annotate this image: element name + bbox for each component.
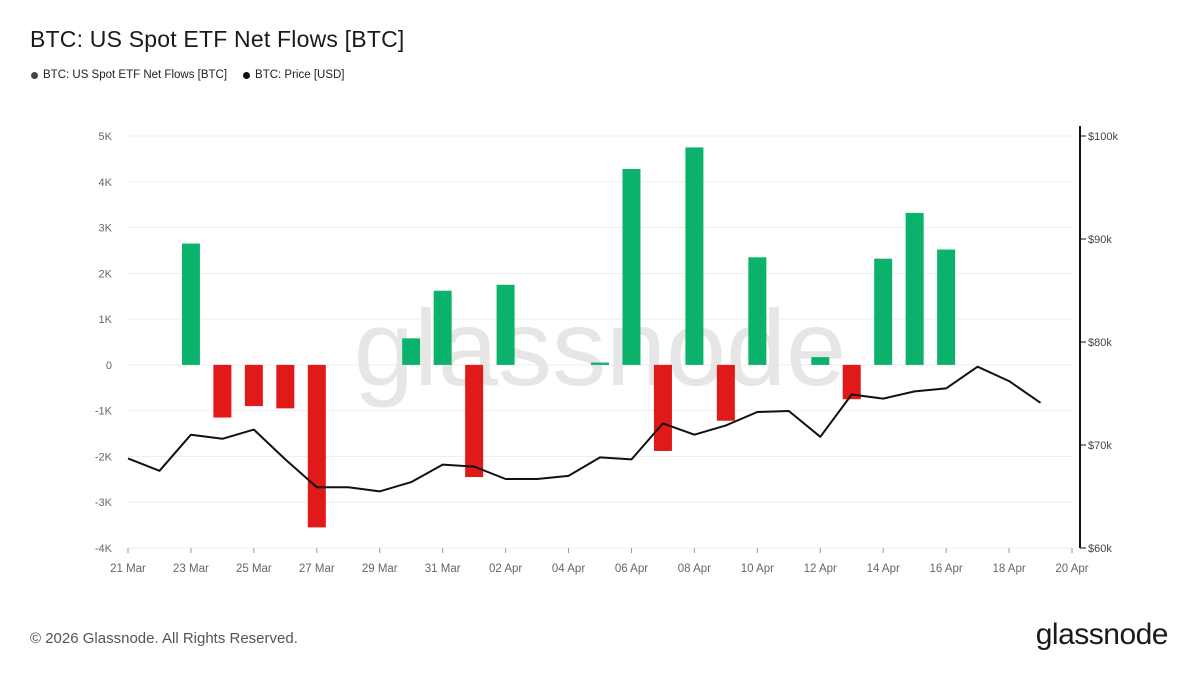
right-axis: $60k $70k $80k $90k $100k bbox=[1079, 126, 1118, 555]
x-tick-label: 27 Mar bbox=[299, 563, 335, 575]
x-tick-label: 23 Mar bbox=[173, 563, 209, 575]
flow-bar bbox=[276, 364, 295, 409]
right-tick-label: $80k bbox=[1088, 337, 1112, 349]
flow-bar bbox=[465, 364, 484, 478]
legend: BTC: US Spot ETF Net Flows [BTC] BTC: Pr… bbox=[31, 69, 345, 81]
flow-bar bbox=[905, 212, 924, 365]
legend-item-flows[interactable]: BTC: US Spot ETF Net Flows [BTC] bbox=[31, 69, 227, 81]
flow-bar bbox=[622, 168, 641, 365]
x-tick-label: 21 Mar bbox=[110, 563, 146, 575]
legend-label-flows: BTC: US Spot ETF Net Flows [BTC] bbox=[43, 69, 228, 81]
x-tick-label: 10 Apr bbox=[741, 563, 774, 575]
flow-bar bbox=[433, 290, 452, 365]
y-tick-label: 3K bbox=[99, 223, 113, 235]
y-tick-label: 5K bbox=[99, 131, 113, 143]
right-tick-label: $70k bbox=[1088, 440, 1112, 452]
x-tick-label: 04 Apr bbox=[552, 563, 585, 575]
flow-bar bbox=[748, 257, 767, 365]
x-tick-label: 14 Apr bbox=[867, 563, 900, 575]
x-tick-label: 29 Mar bbox=[362, 563, 398, 575]
x-tick-label: 16 Apr bbox=[930, 563, 963, 575]
y-tick-label: -1K bbox=[95, 406, 113, 418]
x-tick-label: 31 Mar bbox=[425, 563, 461, 575]
x-tick-label: 08 Apr bbox=[678, 563, 711, 575]
legend-dot-price bbox=[243, 71, 251, 79]
right-tick-label: $90k bbox=[1088, 234, 1112, 246]
y-tick-label: 4K bbox=[99, 177, 113, 189]
flow-bar bbox=[496, 284, 515, 365]
x-tick-label: 06 Apr bbox=[615, 563, 648, 575]
y-tick-label: -4K bbox=[95, 543, 113, 555]
flow-bar bbox=[307, 364, 326, 528]
flow-bar bbox=[244, 364, 263, 407]
x-tick-label: 20 Apr bbox=[1055, 563, 1088, 575]
flow-bars bbox=[181, 147, 956, 528]
flow-bar bbox=[653, 364, 672, 451]
price-line-group bbox=[127, 365, 1042, 493]
y-tick-label: 1K bbox=[99, 314, 113, 326]
legend-label-price: BTC: Price [USD] bbox=[255, 69, 345, 81]
x-tick-label: 25 Mar bbox=[236, 563, 272, 575]
price-line bbox=[127, 365, 1042, 493]
legend-item-price[interactable]: BTC: Price [USD] bbox=[243, 69, 345, 81]
chart-title: BTC: US Spot ETF Net Flows [BTC] bbox=[30, 26, 405, 52]
flow-bar bbox=[181, 243, 200, 365]
y-tick-label: 0 bbox=[106, 360, 112, 372]
x-tick-label: 18 Apr bbox=[992, 563, 1025, 575]
x-axis-labels: 21 Mar 23 Mar 25 Mar 27 Mar 29 Mar 31 Mar 02 A… bbox=[110, 548, 1089, 575]
chart-area: glassnode -4K -3K -2K -1K 0 1K 2K 3K 4K 5K $60k $7… bbox=[95, 126, 1118, 575]
watermark: glassnode bbox=[354, 287, 846, 408]
x-tick-label: 02 Apr bbox=[489, 563, 522, 575]
flow-bar bbox=[685, 147, 704, 365]
left-axis-labels: -4K -3K -2K -1K 0 1K 2K 3K 4K 5K bbox=[95, 131, 113, 555]
y-tick-label: -3K bbox=[95, 497, 113, 509]
right-tick-label: $60k bbox=[1088, 543, 1112, 555]
x-tick-label: 12 Apr bbox=[804, 563, 837, 575]
flow-bar bbox=[716, 364, 735, 421]
y-tick-label: -2K bbox=[95, 451, 113, 463]
flow-bar bbox=[874, 258, 893, 365]
flow-bar bbox=[937, 249, 956, 365]
right-tick-label: $100k bbox=[1088, 131, 1118, 143]
brand-logo[interactable]: glassnode bbox=[1035, 618, 1169, 651]
flow-bar bbox=[213, 364, 232, 418]
flow-bar bbox=[811, 357, 830, 365]
copyright-footer: © 2026 Glassnode. All Rights Reserved. bbox=[30, 630, 298, 647]
y-tick-label: 2K bbox=[99, 268, 113, 280]
flow-bar bbox=[591, 362, 609, 365]
legend-dot-flows bbox=[31, 71, 38, 79]
flow-bar bbox=[842, 364, 861, 400]
flow-bar bbox=[402, 338, 421, 365]
